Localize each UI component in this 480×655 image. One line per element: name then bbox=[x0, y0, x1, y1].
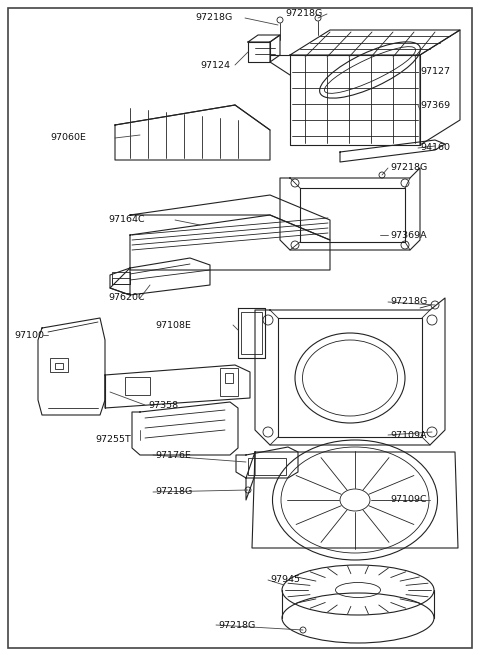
Text: 97218G: 97218G bbox=[390, 297, 427, 307]
Bar bbox=[55, 363, 63, 369]
Text: 97255T: 97255T bbox=[95, 436, 131, 445]
Bar bbox=[241, 312, 262, 354]
Text: 97100: 97100 bbox=[14, 331, 44, 339]
Bar bbox=[50, 358, 68, 372]
Text: 97218G: 97218G bbox=[155, 487, 192, 496]
Text: 97218G: 97218G bbox=[390, 164, 427, 172]
Text: 97369: 97369 bbox=[420, 100, 450, 109]
Text: 97218G: 97218G bbox=[195, 14, 232, 22]
Text: 97108E: 97108E bbox=[155, 320, 191, 329]
Text: 97060E: 97060E bbox=[50, 134, 86, 143]
Text: 97109C: 97109C bbox=[390, 495, 427, 504]
Bar bbox=[248, 458, 286, 475]
Bar bbox=[112, 278, 130, 284]
Text: 97164C: 97164C bbox=[108, 215, 144, 225]
Text: 97945: 97945 bbox=[270, 576, 300, 584]
Text: 97358: 97358 bbox=[148, 400, 178, 409]
Text: 97369A: 97369A bbox=[390, 231, 427, 240]
Text: 97176E: 97176E bbox=[155, 451, 191, 460]
Bar bbox=[112, 272, 130, 284]
Text: 97127: 97127 bbox=[420, 67, 450, 77]
Text: 97109A: 97109A bbox=[390, 430, 427, 440]
Text: 97218G: 97218G bbox=[285, 10, 322, 18]
Text: 97124: 97124 bbox=[200, 60, 230, 69]
Text: 94160: 94160 bbox=[420, 143, 450, 153]
Text: 97218G: 97218G bbox=[218, 620, 255, 629]
Bar bbox=[125, 377, 150, 395]
Bar bbox=[220, 368, 238, 396]
Text: 97620C: 97620C bbox=[108, 293, 144, 303]
Bar bbox=[225, 373, 233, 383]
